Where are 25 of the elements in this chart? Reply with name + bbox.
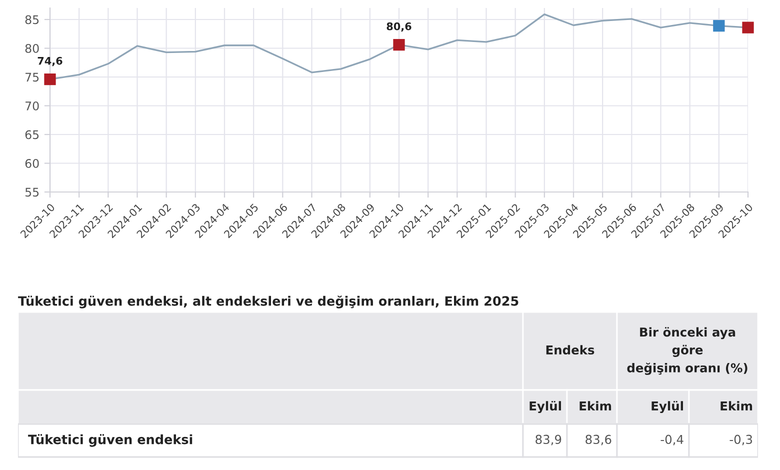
y-tick-label: 85 — [25, 15, 39, 24]
data-label: 80,6 — [386, 22, 412, 32]
category-label: Tüketici güven endeksi — [28, 434, 192, 447]
point — [742, 22, 754, 34]
text: Endeks — [546, 345, 594, 355]
text: 83,6 — [586, 434, 612, 446]
category-label: Ekim — [720, 401, 752, 410]
data-label: 74,6 — [38, 56, 62, 66]
y-tick-label: 55 — [25, 188, 39, 197]
category-label: Eylül — [652, 400, 683, 414]
text: 83,9 — [536, 434, 562, 446]
y-tick-label: 80 — [25, 44, 39, 53]
text: Tüketici güven endeksi, alt endeksleri ve değişim oranları, Ekim 2025 — [18, 296, 518, 308]
point — [44, 73, 56, 86]
text: -0,4 — [660, 434, 684, 446]
y-tick-label: 65 — [25, 130, 39, 140]
text: -0,3 — [730, 434, 752, 446]
point — [393, 38, 405, 51]
text: Bir önceki aya göre değişim oranı (%) — [627, 327, 748, 375]
point — [713, 20, 725, 32]
y-tick-label: 60 — [25, 158, 39, 168]
category-label: Eylül — [530, 400, 561, 414]
y-tick-label: 75 — [26, 72, 39, 82]
category-label: Ekim — [580, 401, 612, 410]
y-tick-label: 70 — [26, 101, 39, 110]
